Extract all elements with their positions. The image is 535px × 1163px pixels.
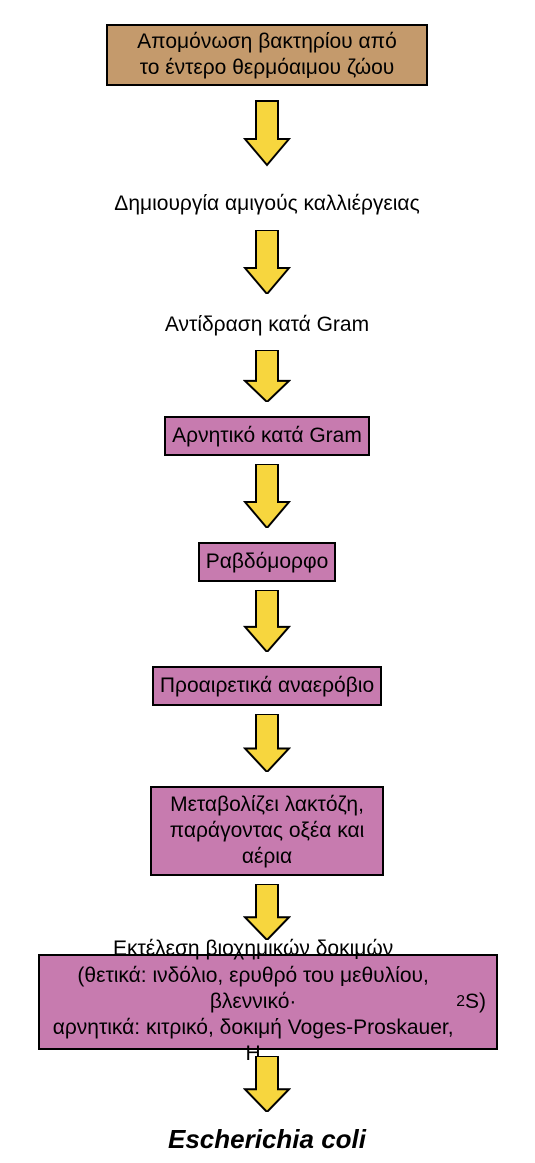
arrow-down-icon: [243, 590, 291, 652]
node-gram-negative: Αρνητικό κατά Gram: [164, 416, 370, 456]
arrow-down-icon: [243, 884, 291, 940]
arrow-down-icon: [243, 230, 291, 294]
node-biochemical-tests: Εκτέλεση βιοχημικών δοκιμών(θετικά: ινδό…: [38, 954, 498, 1050]
arrow-down-icon: [243, 714, 291, 772]
arrow-down-icon: [243, 94, 291, 172]
node-gram-reaction: Αντίδραση κατά Gram: [130, 308, 404, 342]
node-result: Escherichia coli: [140, 1122, 394, 1156]
node-facultative-anaerobe: Προαιρετικά αναερόβιο: [152, 666, 382, 706]
arrow-down-icon: [243, 350, 291, 402]
node-rod-shaped: Ραβδόμορφο: [198, 542, 336, 582]
arrow-down-icon: [243, 464, 291, 528]
node-lactose: Μεταβολίζει λακτόζη, παράγοντας οξέα και…: [150, 786, 384, 876]
node-pure-culture: Δημιουργία αμιγούς καλλιέργειας: [80, 186, 454, 222]
node-isolation: Απομόνωση βακτηρίου από το έντερο θερμόα…: [106, 24, 428, 86]
